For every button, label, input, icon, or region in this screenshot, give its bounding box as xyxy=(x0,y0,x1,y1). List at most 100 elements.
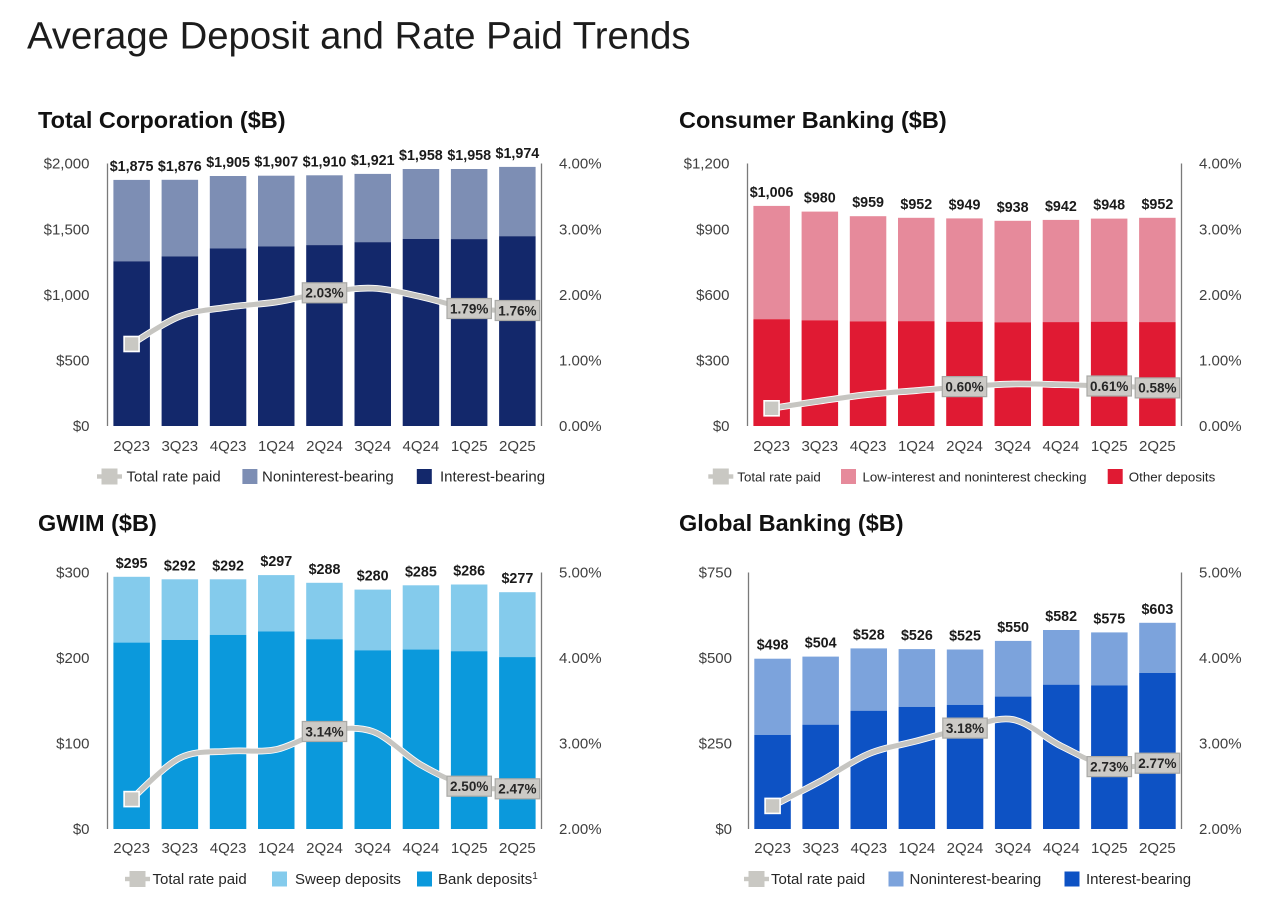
svg-text:3Q24: 3Q24 xyxy=(994,438,1031,455)
svg-text:2.50%: 2.50% xyxy=(450,779,488,794)
svg-text:4Q23: 4Q23 xyxy=(850,840,887,857)
svg-text:Noninterest-bearing: Noninterest-bearing xyxy=(910,871,1042,888)
svg-text:Consumer Banking ($B): Consumer Banking ($B) xyxy=(679,107,947,133)
svg-text:$1,921: $1,921 xyxy=(351,153,395,169)
svg-text:$0: $0 xyxy=(73,418,90,435)
svg-text:1.00%: 1.00% xyxy=(1199,353,1242,370)
svg-text:3Q23: 3Q23 xyxy=(161,840,198,857)
svg-text:3Q23: 3Q23 xyxy=(802,840,839,857)
svg-text:2Q25: 2Q25 xyxy=(499,438,536,455)
svg-text:$500: $500 xyxy=(699,650,732,667)
svg-text:Total rate paid: Total rate paid xyxy=(153,871,247,888)
svg-text:Low-interest and noninterest c: Low-interest and noninterest checking xyxy=(863,470,1087,485)
svg-text:$550: $550 xyxy=(997,620,1029,636)
svg-text:$0: $0 xyxy=(715,821,732,838)
svg-text:$582: $582 xyxy=(1045,609,1077,625)
svg-text:$288: $288 xyxy=(309,562,341,578)
svg-text:$1,958: $1,958 xyxy=(399,148,443,164)
svg-text:3Q24: 3Q24 xyxy=(354,438,391,455)
svg-text:1.00%: 1.00% xyxy=(559,353,602,370)
svg-text:$600: $600 xyxy=(696,287,729,304)
svg-text:$1,907: $1,907 xyxy=(254,155,298,171)
svg-text:1Q25: 1Q25 xyxy=(1091,438,1128,455)
svg-text:$300: $300 xyxy=(56,565,89,582)
svg-text:$938: $938 xyxy=(997,200,1029,216)
svg-text:$952: $952 xyxy=(900,197,932,213)
svg-text:$297: $297 xyxy=(260,554,292,570)
svg-text:$980: $980 xyxy=(804,191,836,207)
svg-text:$200: $200 xyxy=(56,650,89,667)
svg-text:0.61%: 0.61% xyxy=(1090,379,1128,394)
svg-text:2Q23: 2Q23 xyxy=(113,840,150,857)
svg-text:3.00%: 3.00% xyxy=(559,736,602,753)
svg-text:2.00%: 2.00% xyxy=(559,287,602,304)
svg-text:$2,000: $2,000 xyxy=(44,156,90,173)
svg-text:1Q24: 1Q24 xyxy=(899,840,936,857)
svg-text:$0: $0 xyxy=(73,821,90,838)
svg-text:1Q24: 1Q24 xyxy=(258,840,295,857)
svg-text:4.00%: 4.00% xyxy=(1199,156,1242,173)
svg-text:$500: $500 xyxy=(56,353,89,370)
svg-text:Total rate paid: Total rate paid xyxy=(737,470,821,485)
svg-text:2.00%: 2.00% xyxy=(559,821,602,838)
svg-text:3.00%: 3.00% xyxy=(1199,736,1242,753)
svg-text:$504: $504 xyxy=(805,636,837,652)
svg-text:2Q25: 2Q25 xyxy=(1139,438,1176,455)
svg-text:2.73%: 2.73% xyxy=(1090,759,1128,774)
svg-text:3Q23: 3Q23 xyxy=(161,438,198,455)
svg-text:$525: $525 xyxy=(949,629,981,645)
svg-text:4.00%: 4.00% xyxy=(559,156,602,173)
svg-text:$526: $526 xyxy=(901,628,933,644)
svg-text:2Q25: 2Q25 xyxy=(499,840,536,857)
svg-text:0.00%: 0.00% xyxy=(559,418,602,435)
svg-text:4.00%: 4.00% xyxy=(1199,650,1242,667)
svg-text:1Q25: 1Q25 xyxy=(1091,840,1128,857)
svg-text:$603: $603 xyxy=(1141,602,1173,618)
svg-text:$100: $100 xyxy=(56,736,89,753)
svg-text:1Q25: 1Q25 xyxy=(451,438,488,455)
svg-text:3.18%: 3.18% xyxy=(946,721,984,736)
svg-text:$250: $250 xyxy=(699,736,732,753)
svg-text:$286: $286 xyxy=(453,564,485,580)
svg-text:2Q24: 2Q24 xyxy=(306,438,343,455)
svg-text:$942: $942 xyxy=(1045,199,1077,215)
svg-text:$959: $959 xyxy=(852,195,884,211)
svg-text:2.77%: 2.77% xyxy=(1138,756,1176,771)
svg-text:2.00%: 2.00% xyxy=(1199,821,1242,838)
svg-text:$292: $292 xyxy=(212,558,244,574)
svg-text:4Q24: 4Q24 xyxy=(1043,840,1080,857)
svg-text:3.14%: 3.14% xyxy=(305,724,343,739)
svg-text:4Q24: 4Q24 xyxy=(1043,438,1080,455)
svg-text:4Q23: 4Q23 xyxy=(210,840,247,857)
svg-text:$300: $300 xyxy=(696,353,729,370)
svg-text:3Q24: 3Q24 xyxy=(995,840,1032,857)
svg-text:$285: $285 xyxy=(405,564,437,580)
svg-text:$498: $498 xyxy=(757,638,789,654)
svg-text:$1,876: $1,876 xyxy=(158,159,202,175)
svg-text:2Q24: 2Q24 xyxy=(946,438,983,455)
svg-text:$528: $528 xyxy=(853,627,885,643)
svg-text:$277: $277 xyxy=(501,571,533,587)
svg-text:$900: $900 xyxy=(696,221,729,238)
svg-text:5.00%: 5.00% xyxy=(1199,565,1242,582)
svg-text:1Q25: 1Q25 xyxy=(451,840,488,857)
svg-text:GWIM ($B): GWIM ($B) xyxy=(38,510,157,536)
svg-text:2Q24: 2Q24 xyxy=(947,840,984,857)
svg-text:$280: $280 xyxy=(357,569,389,585)
svg-text:$1,000: $1,000 xyxy=(44,287,90,304)
svg-text:Global Banking ($B): Global Banking ($B) xyxy=(679,510,904,536)
svg-text:4Q23: 4Q23 xyxy=(210,438,247,455)
svg-text:3Q23: 3Q23 xyxy=(801,438,838,455)
svg-text:2Q23: 2Q23 xyxy=(113,438,150,455)
svg-text:2.00%: 2.00% xyxy=(1199,287,1242,304)
svg-text:Average Deposit and Rate Paid: Average Deposit and Rate Paid Trends xyxy=(27,15,691,58)
svg-text:$295: $295 xyxy=(116,556,148,572)
svg-text:$0: $0 xyxy=(713,418,730,435)
svg-text:$1,200: $1,200 xyxy=(684,156,730,173)
svg-text:Other deposits: Other deposits xyxy=(1129,470,1216,485)
svg-text:Total rate paid: Total rate paid xyxy=(127,469,221,486)
svg-text:2.03%: 2.03% xyxy=(305,286,343,301)
svg-text:2Q23: 2Q23 xyxy=(754,840,791,857)
svg-text:$1,910: $1,910 xyxy=(303,154,347,170)
svg-text:2Q23: 2Q23 xyxy=(753,438,790,455)
